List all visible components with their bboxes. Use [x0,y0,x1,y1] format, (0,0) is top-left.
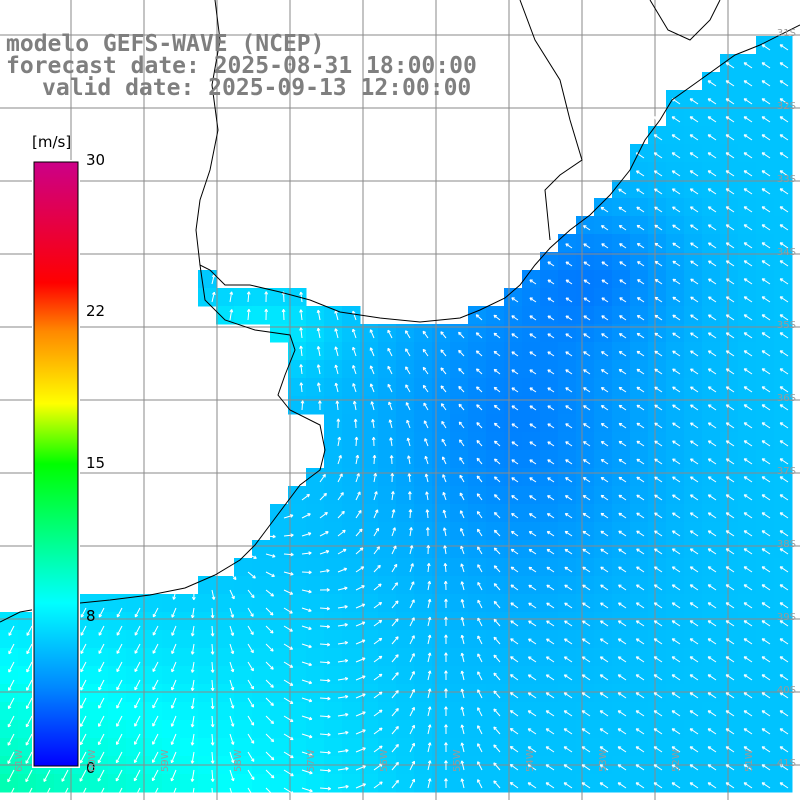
lat-label: 40S [776,685,796,696]
lat-label: 31S [776,28,796,39]
lon-label: 60W [87,749,98,772]
lon-label: 57W [306,749,317,772]
lat-label: 35S [776,320,796,331]
lon-label: 53W [598,749,609,772]
lon-label: 59W [160,749,171,772]
lon-label: 61W [14,749,25,772]
lat-label: 34S [776,247,796,258]
model-title: modelo GEFS-WAVE (NCEP) [6,31,325,57]
lat-label: 39S [776,612,796,623]
colorbar-tick-22: 22 [86,302,106,320]
colorbar-tick-15: 15 [86,454,106,472]
colorbar [32,160,80,768]
colorbar-tick-0: 0 [86,759,96,777]
lon-label: 55W [452,749,463,772]
colorbar-tick-30: 30 [86,151,106,169]
lon-label: 58W [233,749,244,772]
lat-label: 38S [776,539,796,550]
lon-label: 52W [671,749,682,772]
lon-label: 54W [525,749,536,772]
lat-label: 36S [776,393,796,404]
forecast-date: forecast date: 2025-08-31 18:00:00 [6,53,477,79]
lon-label: 51W [744,749,755,772]
valid-date: valid date: 2025-09-13 12:00:00 [42,75,472,101]
lat-label: 33S [776,174,796,185]
colorbar-tick-8: 8 [86,607,96,625]
lat-label: 32S [776,101,796,112]
colorbar-unit: [m/s] [32,133,72,151]
coastline [0,0,800,623]
lon-label: 56W [379,749,390,772]
lat-label: 41S [776,758,796,769]
wind-field [0,36,793,793]
lat-label: 37S [776,466,796,477]
